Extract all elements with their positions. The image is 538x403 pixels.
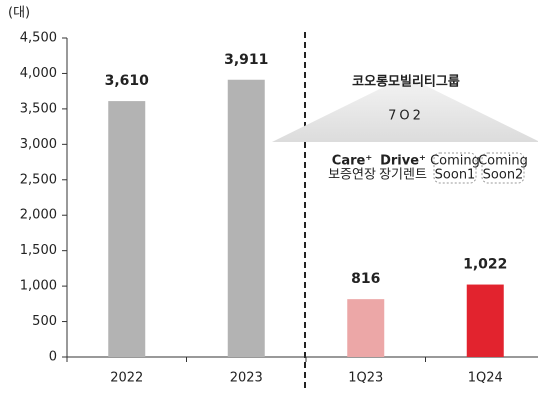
- inset-item-name: Drive⁺: [380, 154, 426, 169]
- inset-item-name: Coming: [430, 154, 480, 169]
- inset-brand: 코오롱모빌리티그룹: [352, 74, 460, 90]
- y-tick-label: 3,000: [20, 137, 57, 152]
- inset-roof: [272, 76, 538, 142]
- soon-box: [481, 152, 525, 184]
- y-unit: (대): [8, 6, 30, 21]
- bar: [466, 284, 504, 357]
- bar: [227, 79, 265, 358]
- y-tick-label: 1,500: [20, 243, 57, 258]
- bar: [347, 299, 385, 357]
- y-tick-label: 2,500: [20, 172, 57, 187]
- y-tick-label: 3,500: [20, 101, 57, 116]
- x-tick-label: 1Q24: [468, 371, 503, 386]
- inset-item-sub: 보증연장: [328, 168, 376, 183]
- value-label: 3,610: [105, 73, 150, 89]
- x-tick-label: 2023: [230, 371, 263, 386]
- y-tick-label: 500: [32, 314, 57, 329]
- value-label: 816: [351, 271, 380, 287]
- inset-item-sub: Soon2: [483, 168, 524, 183]
- inset-item-sub: Soon1: [435, 168, 476, 183]
- y-tick-label: 1,000: [20, 279, 57, 294]
- y-tick-label: 2,000: [20, 208, 57, 223]
- y-tick-label: 4,000: [20, 66, 57, 81]
- x-tick-label: 1Q23: [348, 371, 383, 386]
- x-tick-label: 2022: [110, 371, 143, 386]
- value-label: 1,022: [463, 257, 507, 273]
- y-tick-label: 0: [49, 350, 57, 365]
- inset-item-name: Care⁺: [332, 154, 372, 169]
- inset-logo: 7O2: [388, 109, 424, 124]
- value-label: 3,911: [224, 52, 268, 68]
- bar: [108, 101, 146, 357]
- inset-item-sub: 장기렌트: [379, 168, 427, 183]
- inset-item-name: Coming: [478, 154, 528, 169]
- y-tick-label: 4,500: [20, 31, 57, 46]
- soon-box: [433, 152, 477, 184]
